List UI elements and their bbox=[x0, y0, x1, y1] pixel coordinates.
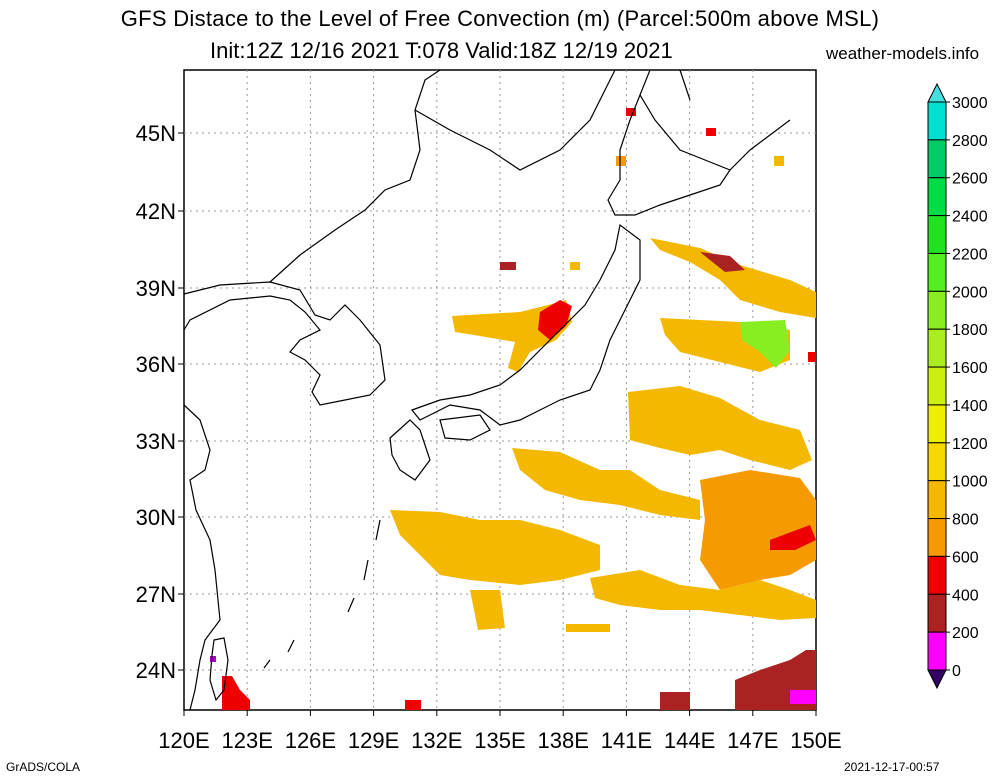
colorbar-segment bbox=[927, 442, 947, 482]
colorbar-tick-label: 400 bbox=[952, 587, 979, 604]
colorbar-segment bbox=[927, 555, 947, 595]
colorbar-segment bbox=[927, 404, 947, 444]
field-patches bbox=[210, 108, 816, 710]
colorbar-segment bbox=[927, 177, 947, 217]
coast-taiwan bbox=[209, 637, 229, 702]
colorbar-segment bbox=[927, 328, 947, 368]
lon-tick-label: 141E bbox=[601, 728, 652, 753]
colorbar-segment bbox=[927, 480, 947, 520]
colorbar-bottom-arrow bbox=[927, 669, 947, 690]
field-patch-north-1 bbox=[626, 108, 636, 116]
field-patch-small-2 bbox=[570, 262, 580, 270]
field-patch-green bbox=[740, 320, 790, 368]
field-patch-northeast-red bbox=[700, 252, 745, 272]
chart-subtitle: Init:12Z 12/16 2021 T:078 Valid:18Z 12/1… bbox=[210, 38, 673, 63]
coastlines bbox=[183, 69, 791, 711]
lat-tick-label: 42N bbox=[136, 199, 176, 224]
coast-sakhalin bbox=[639, 69, 691, 101]
field-patch-red-bottom bbox=[405, 700, 421, 710]
footer-timestamp: 2021-12-17-00:57 bbox=[844, 760, 940, 774]
lon-tick-label: 123E bbox=[222, 728, 273, 753]
colorbar-top-arrow bbox=[927, 82, 947, 103]
field-patch-south-1 bbox=[628, 386, 812, 470]
colorbar-segment bbox=[927, 139, 947, 179]
lon-tick-labels: 120E 123E 126E 129E 132E 135E 138E 141E 144E 147E… bbox=[158, 710, 842, 753]
field-patch-south-3 bbox=[390, 510, 600, 585]
colorbar-segment bbox=[927, 215, 947, 254]
coast-russia-east bbox=[414, 69, 616, 171]
lat-tick-label: 39N bbox=[136, 276, 176, 301]
coast-manchuria bbox=[269, 69, 441, 283]
lat-tick-label: 27N bbox=[136, 582, 176, 607]
colorbar-tick-label: 2400 bbox=[952, 209, 988, 226]
coast-china bbox=[183, 404, 221, 711]
colorbar-segment bbox=[927, 366, 947, 406]
colorbar-segment bbox=[927, 518, 947, 557]
lat-tick-label: 36N bbox=[136, 352, 176, 377]
field-patch-south-2 bbox=[512, 448, 700, 520]
colorbar-tick-label: 600 bbox=[952, 549, 979, 566]
lon-tick-label: 129E bbox=[348, 728, 399, 753]
colorbar-tick-label: 1800 bbox=[952, 322, 988, 339]
lat-tick-label: 33N bbox=[136, 429, 176, 454]
lon-tick-label: 126E bbox=[285, 728, 336, 753]
lat-tick-label: 30N bbox=[136, 505, 176, 530]
colorbar-tick-label: 0 bbox=[952, 663, 961, 680]
field-patch-north-2 bbox=[706, 128, 716, 136]
field-patch-south-7 bbox=[566, 624, 610, 632]
colorbar-segment bbox=[927, 290, 947, 330]
lon-tick-label: 138E bbox=[538, 728, 589, 753]
colorbar-tick-label: 1400 bbox=[952, 398, 988, 415]
field-patch-honshu-red bbox=[538, 300, 572, 340]
colorbar-tick-label: 1600 bbox=[952, 360, 988, 377]
chart-title: GFS Distace to the Level of Free Convect… bbox=[120, 6, 880, 31]
field-patch-red-east bbox=[808, 352, 816, 362]
colorbar-tick-label: 2000 bbox=[952, 284, 988, 301]
coast-kyushu bbox=[389, 419, 431, 481]
coast-shikoku bbox=[439, 414, 491, 441]
field-patch-northeast bbox=[650, 238, 816, 318]
lon-tick-label: 135E bbox=[474, 728, 525, 753]
lon-tick-label: 120E bbox=[158, 728, 209, 753]
lat-tick-labels: 45N 42N 39N 36N 33N 30N 27N 24N bbox=[136, 121, 184, 683]
colorbar-tick-label: 1200 bbox=[952, 436, 988, 453]
lat-tick-label: 45N bbox=[136, 121, 176, 146]
field-patch-north-3 bbox=[616, 156, 626, 166]
colorbar-segment bbox=[927, 101, 947, 141]
field-patch-taiwan bbox=[222, 676, 250, 710]
coast-kurils bbox=[729, 119, 791, 171]
brand-label: weather-models.info bbox=[826, 44, 980, 63]
lat-tick-label: 24N bbox=[136, 658, 176, 683]
colorbar-tick-label: 200 bbox=[952, 625, 979, 642]
colorbar-tick-label: 3000 bbox=[952, 95, 988, 112]
coast-korea bbox=[183, 281, 386, 406]
field-patch-south-4 bbox=[700, 470, 816, 590]
field-patch-south-5 bbox=[590, 570, 816, 620]
colorbar-segment bbox=[927, 593, 947, 633]
lon-tick-label: 150E bbox=[790, 728, 841, 753]
colorbar-tick-label: 800 bbox=[952, 512, 979, 529]
colorbar-tick-label: 2800 bbox=[952, 133, 988, 150]
field-patch-red-southeast bbox=[770, 525, 816, 550]
coast-hokkaido bbox=[607, 93, 731, 216]
colorbar: 3000280026002400220020001800160014001200… bbox=[927, 82, 988, 690]
footer-credit: GrADS/COLA bbox=[6, 760, 81, 774]
field-patch-north-4 bbox=[774, 156, 784, 166]
field-patch-south-6 bbox=[470, 590, 505, 630]
lon-tick-label: 147E bbox=[727, 728, 778, 753]
field-patch-magenta-1 bbox=[790, 690, 816, 704]
coast-ryukyu bbox=[263, 519, 381, 669]
field-patch-small-1 bbox=[500, 262, 516, 270]
colorbar-tick-label: 2200 bbox=[952, 246, 988, 263]
field-patch-magenta-2 bbox=[660, 692, 690, 710]
field-patch-taiwan-magenta bbox=[210, 656, 216, 662]
coast-honshu bbox=[411, 223, 641, 426]
colorbar-tick-label: 2600 bbox=[952, 171, 988, 188]
colorbar-segment bbox=[927, 631, 947, 671]
lon-tick-label: 144E bbox=[664, 728, 715, 753]
colorbar-tick-label: 1000 bbox=[952, 474, 988, 491]
lon-tick-label: 132E bbox=[411, 728, 462, 753]
colorbar-segment bbox=[927, 252, 947, 292]
